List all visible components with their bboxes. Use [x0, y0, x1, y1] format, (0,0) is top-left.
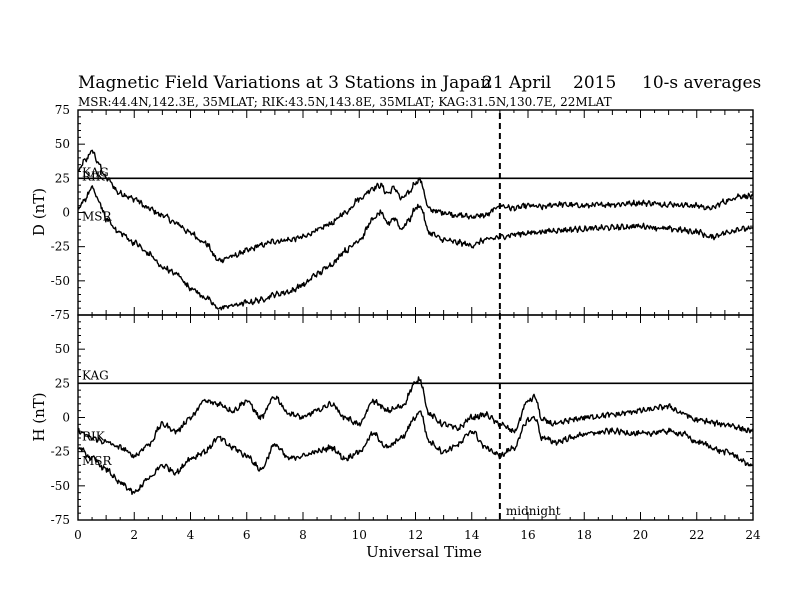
xtick-label: 0	[74, 528, 82, 542]
xtick-label: 10	[352, 528, 367, 542]
top-panel-frame	[77, 109, 754, 316]
data-traces	[77, 149, 754, 495]
top-ylabel: D (nT)	[30, 188, 48, 236]
chart-date: 21 April	[482, 73, 551, 93]
h-kag-label: KAG	[82, 368, 109, 382]
ytick-label: -75	[51, 308, 70, 322]
ytick-label: 50	[55, 342, 70, 356]
ytick-label: -75	[51, 513, 70, 527]
chart-averaging: 10-s averages	[642, 73, 761, 93]
ytick-label: 75	[55, 103, 70, 117]
chart-title: Magnetic Field Variations at 3 Stations …	[78, 73, 491, 93]
ytick-label: 25	[55, 171, 70, 185]
chart-year: 2015	[573, 73, 616, 93]
xtick-label: 16	[520, 528, 535, 542]
xtick-label: 24	[745, 528, 761, 542]
xtick-label: 12	[408, 528, 423, 542]
d-kag-label: KAG	[82, 165, 109, 179]
d-rik-label: RIK	[82, 169, 106, 183]
ytick-label: -25	[51, 445, 70, 459]
xtick-label: 14	[464, 528, 480, 542]
ytick-label: 0	[62, 411, 70, 425]
h-rik-label: RIK	[82, 430, 106, 444]
xtick-label: 2	[130, 528, 138, 542]
h-msr-label: MSR	[82, 454, 113, 468]
ytick-label: -50	[51, 479, 70, 493]
midnight-label: midnight	[506, 504, 561, 518]
xlabel: Universal Time	[366, 543, 482, 561]
h-rik-trace	[77, 376, 754, 459]
xtick-label: 6	[243, 528, 251, 542]
xtick-label: 22	[689, 528, 704, 542]
h-msr-trace	[77, 410, 754, 495]
bottom-ylabel: H (nT)	[30, 392, 48, 441]
d-msr-label: MSR	[82, 210, 113, 224]
ytick-label: -50	[51, 274, 70, 288]
xtick-label: 20	[633, 528, 648, 542]
xtick-label: 4	[187, 528, 195, 542]
stations-info: MSR:44.4N,142.3E, 35MLAT; RIK:43.5N,143.…	[78, 95, 612, 109]
ytick-label: -25	[51, 240, 70, 254]
ytick-label: 50	[55, 137, 70, 151]
xtick-label: 8	[299, 528, 307, 542]
ytick-label: 25	[55, 376, 70, 390]
ytick-label: 0	[62, 206, 70, 220]
d-msr-trace	[77, 185, 754, 311]
d-rik-trace	[77, 149, 754, 264]
xtick-label: 18	[577, 528, 592, 542]
